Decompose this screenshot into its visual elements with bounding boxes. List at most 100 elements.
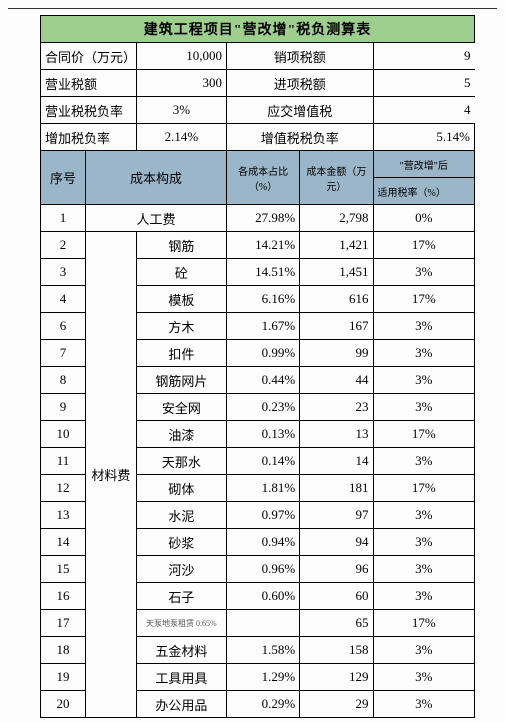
add-tax-rate-label: 增加税负率 — [41, 124, 137, 151]
row-num: 15 — [41, 556, 86, 583]
tax-rate: 17% — [373, 232, 475, 259]
col-after: "营改增"后 — [373, 151, 475, 178]
row-num: 9 — [41, 394, 86, 421]
input-tax-value: 5 — [373, 70, 475, 97]
cost-name: 油漆 — [136, 421, 226, 448]
cost-ratio: 0.97% — [226, 502, 299, 529]
vat-payable-label: 应交增值税 — [226, 97, 373, 124]
col-amount: 成本金额（万元） — [300, 151, 373, 205]
col-rate: 适用税率（%） — [373, 178, 475, 205]
cost-amount: 167 — [300, 313, 373, 340]
cost-name: 五金材料 — [136, 637, 226, 664]
row-num: 20 — [41, 691, 86, 718]
tax-rate: 3% — [373, 502, 475, 529]
tax-rate: 3% — [373, 556, 475, 583]
cost-ratio: 6.16% — [226, 286, 299, 313]
cost-ratio: 0.14% — [226, 448, 299, 475]
tax-rate: 3% — [373, 664, 475, 691]
cost-amount: 60 — [300, 583, 373, 610]
row-num: 14 — [41, 529, 86, 556]
tax-rate: 3% — [373, 259, 475, 286]
row-num: 4 — [41, 286, 86, 313]
biz-tax-rate-value: 3% — [136, 97, 226, 124]
tax-rate: 3% — [373, 583, 475, 610]
row-num: 11 — [41, 448, 86, 475]
cost-name: 钢筋网片 — [136, 367, 226, 394]
biz-tax-value: 300 — [136, 70, 226, 97]
tax-rate: 17% — [373, 286, 475, 313]
add-tax-rate-value: 2.14% — [136, 124, 226, 151]
cost-amount: 29 — [300, 691, 373, 718]
cost-amount: 44 — [300, 367, 373, 394]
input-tax-label: 进项税额 — [226, 70, 373, 97]
cost-ratio: 0.60% — [226, 583, 299, 610]
cost-amount: 65 — [300, 610, 373, 637]
row-num: 7 — [41, 340, 86, 367]
group-label: 材料费 — [86, 232, 137, 718]
cost-ratio — [226, 610, 299, 637]
cost-name: 天泵地泵租赁 0.65% — [136, 610, 226, 637]
cost-amount: 14 — [300, 448, 373, 475]
cost-amount: 97 — [300, 502, 373, 529]
cost-amount: 99 — [300, 340, 373, 367]
cost-ratio: 14.21% — [226, 232, 299, 259]
cost-name: 办公用品 — [136, 691, 226, 718]
tax-rate: 3% — [373, 313, 475, 340]
output-tax-value: 9 — [373, 43, 475, 70]
tax-rate: 3% — [373, 340, 475, 367]
tax-rate: 3% — [373, 448, 475, 475]
tax-rate: 0% — [373, 205, 475, 232]
cost-name: 工具用具 — [136, 664, 226, 691]
contract-label: 合同价（万元） — [41, 43, 137, 70]
cost-ratio: 0.13% — [226, 421, 299, 448]
table-row: 2材料费钢筋14.21%1,42117% — [41, 232, 475, 259]
row-num: 2 — [41, 232, 86, 259]
cost-ratio: 1.58% — [226, 637, 299, 664]
tax-table: 建筑工程项目"营改增"税负测算表 合同价（万元） 10,000 销项税额 9 营… — [40, 15, 475, 718]
cost-ratio: 0.44% — [226, 367, 299, 394]
cost-amount: 96 — [300, 556, 373, 583]
cost-ratio: 1.29% — [226, 664, 299, 691]
row-num: 13 — [41, 502, 86, 529]
cost-ratio: 0.99% — [226, 340, 299, 367]
row-num: 18 — [41, 637, 86, 664]
cost-ratio: 0.23% — [226, 394, 299, 421]
vat-burden-value: 5.14% — [373, 124, 475, 151]
cost-amount: 616 — [300, 286, 373, 313]
row-num: 6 — [41, 313, 86, 340]
cost-name: 安全网 — [136, 394, 226, 421]
cost-amount: 13 — [300, 421, 373, 448]
output-tax-label: 销项税额 — [226, 43, 373, 70]
row-num: 10 — [41, 421, 86, 448]
cost-name: 模板 — [136, 286, 226, 313]
cost-amount: 1,421 — [300, 232, 373, 259]
table-title: 建筑工程项目"营改增"税负测算表 — [41, 16, 475, 43]
row-num: 16 — [41, 583, 86, 610]
cost-name: 砌体 — [136, 475, 226, 502]
cost-amount: 1,451 — [300, 259, 373, 286]
tax-rate: 3% — [373, 367, 475, 394]
cost-ratio: 0.29% — [226, 691, 299, 718]
tax-rate: 17% — [373, 421, 475, 448]
cost-name: 水泥 — [136, 502, 226, 529]
cost-name: 方木 — [136, 313, 226, 340]
tax-rate: 17% — [373, 610, 475, 637]
cost-name: 人工费 — [86, 205, 227, 232]
cost-amount: 94 — [300, 529, 373, 556]
row-num: 19 — [41, 664, 86, 691]
cost-amount: 129 — [300, 664, 373, 691]
cost-name: 钢筋 — [136, 232, 226, 259]
row-num: 12 — [41, 475, 86, 502]
col-comp: 成本构成 — [86, 151, 227, 205]
cost-amount: 158 — [300, 637, 373, 664]
table-row: 1人工费27.98%2,7980% — [41, 205, 475, 232]
cost-ratio: 1.81% — [226, 475, 299, 502]
tax-rate: 3% — [373, 691, 475, 718]
biz-tax-label: 营业税额 — [41, 70, 137, 97]
cost-name: 扣件 — [136, 340, 226, 367]
contract-value: 10,000 — [136, 43, 226, 70]
tax-rate: 3% — [373, 394, 475, 421]
tax-rate: 17% — [373, 475, 475, 502]
tax-rate: 3% — [373, 637, 475, 664]
cost-name: 河沙 — [136, 556, 226, 583]
